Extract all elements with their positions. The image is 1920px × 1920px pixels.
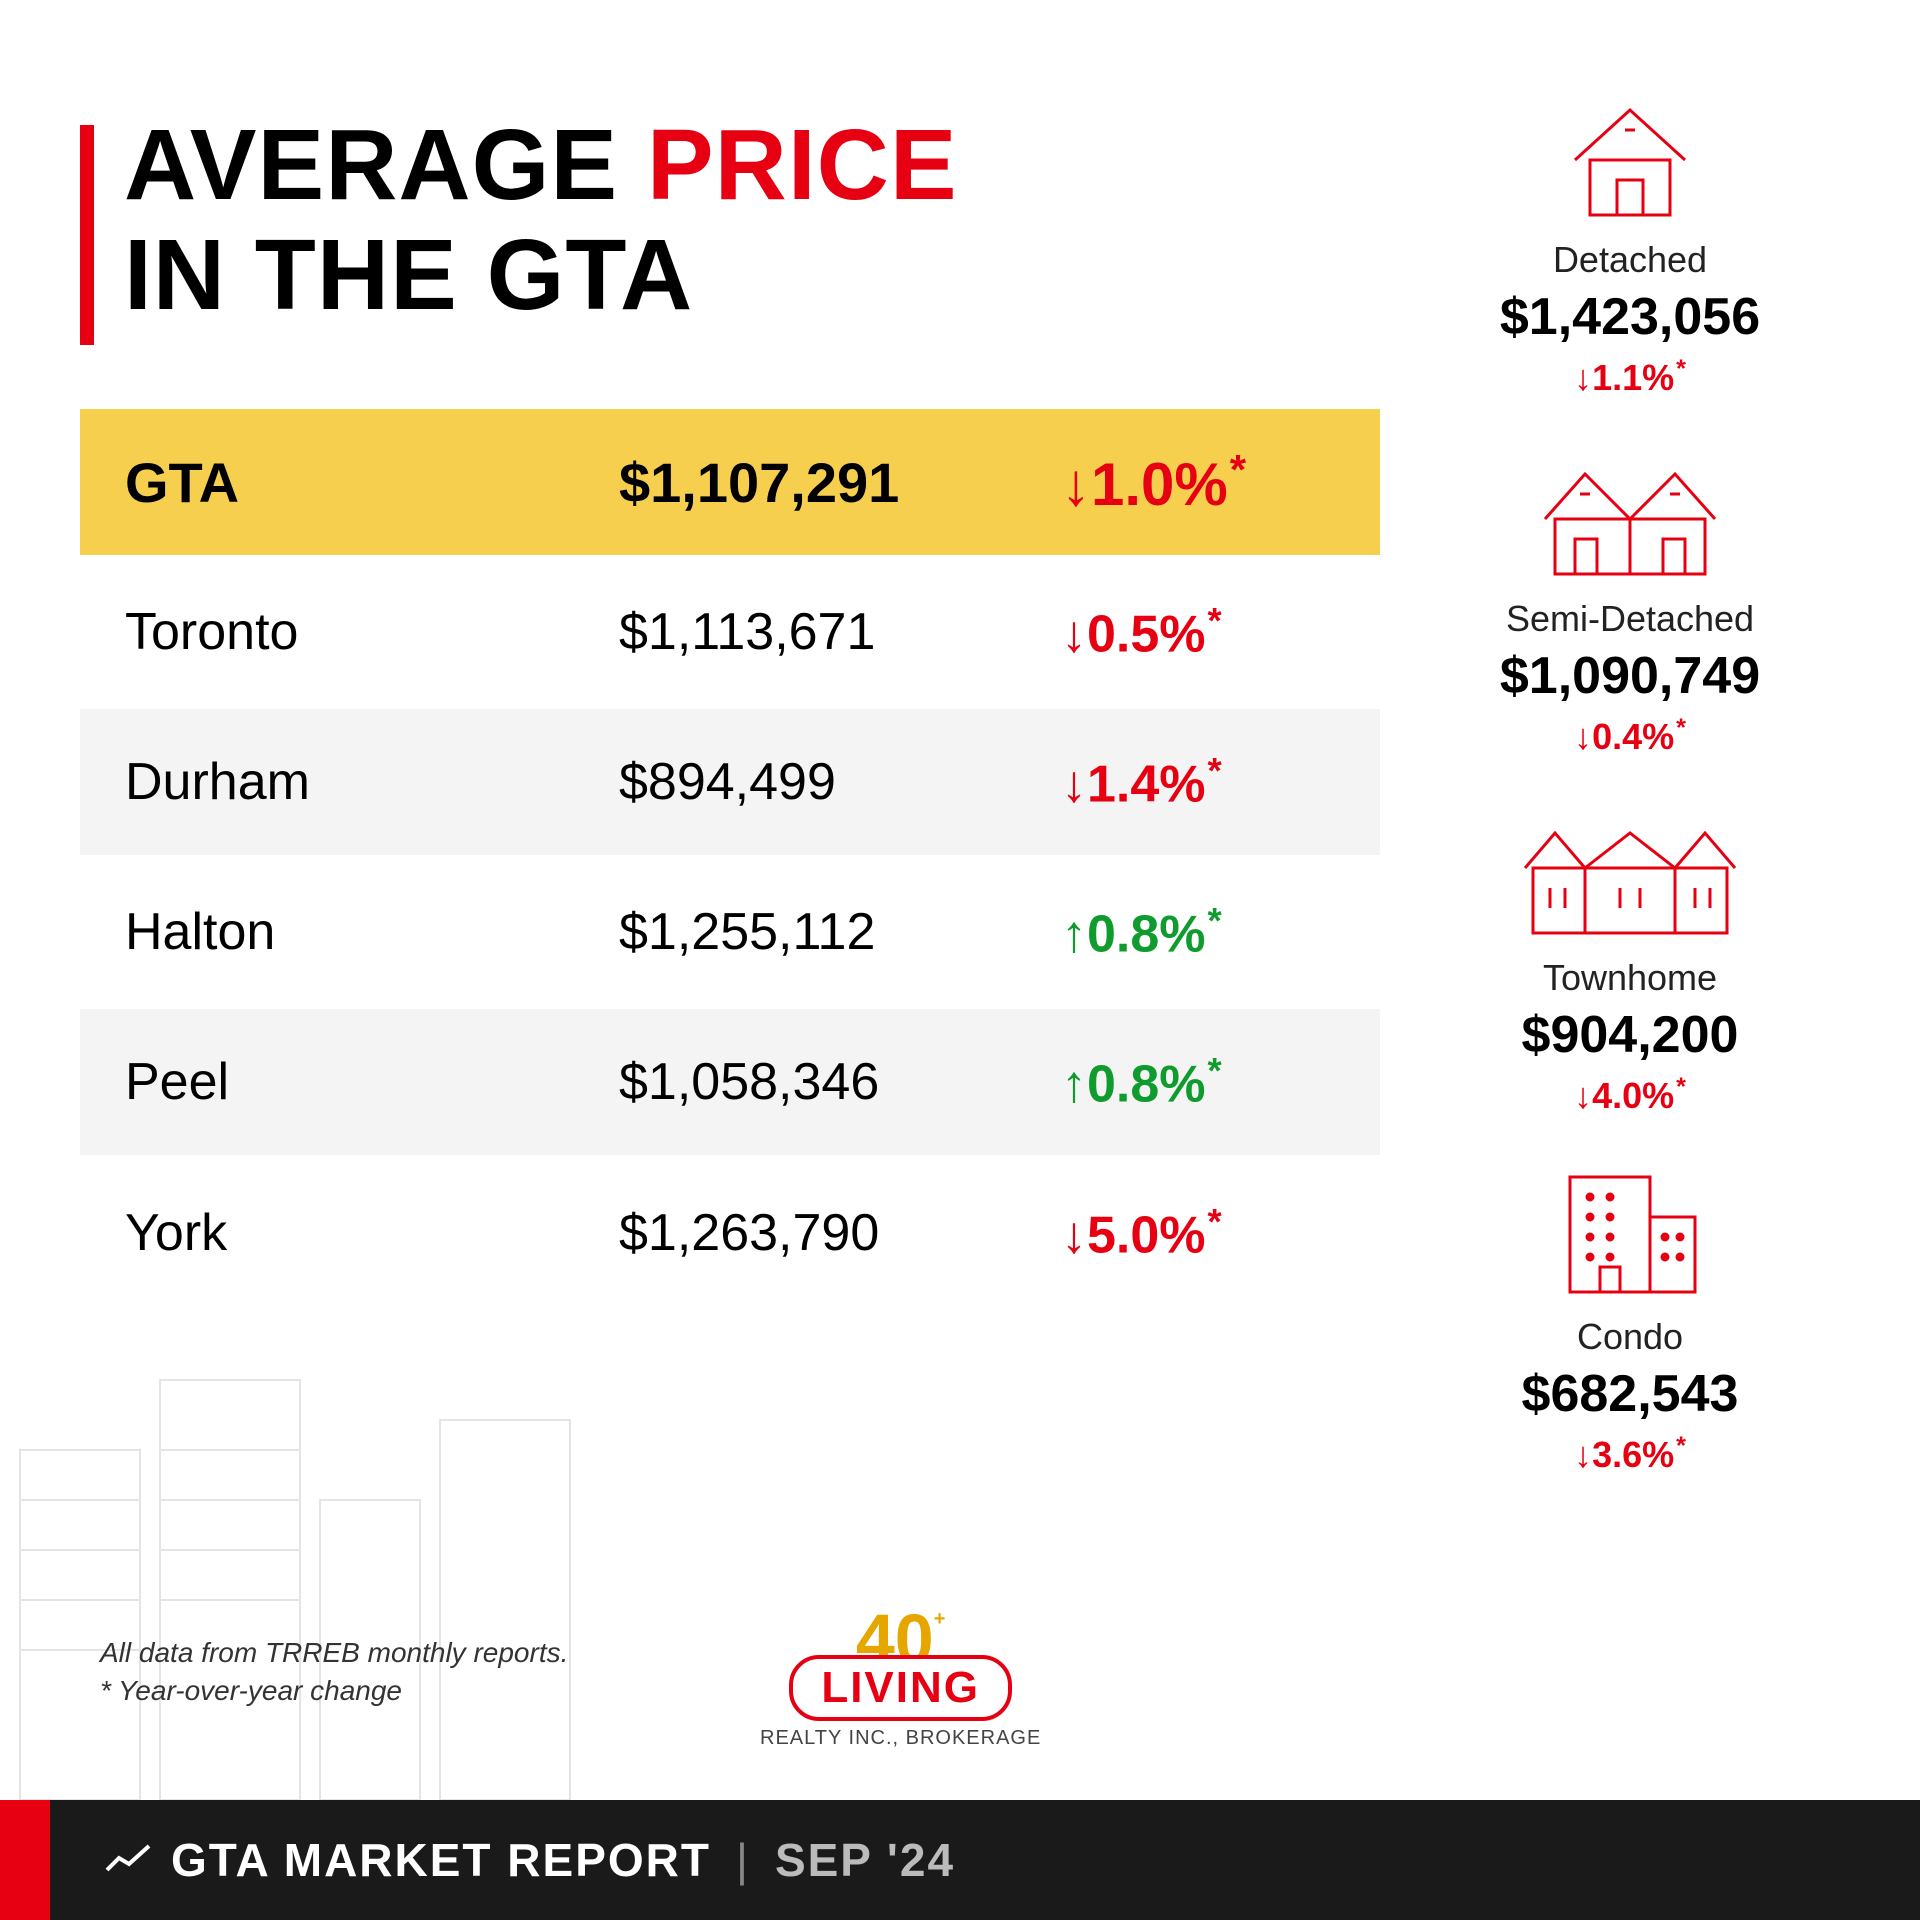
table-row: Durham$894,499↓1.4%* [80,707,1380,857]
main-content: GTA$1,107,291↓1.0%*Toronto$1,113,671↓0.5… [80,405,1840,1476]
footer-title: GTA MARKET REPORT [171,1833,711,1887]
property-type-card: Townhome $904,200 ↓4.0%* [1420,803,1840,1117]
logo-living-box: LIVING [789,1655,1012,1721]
property-type-label: Condo [1420,1316,1840,1358]
change-cell: ↑0.8%* [1016,857,1380,1007]
footnote-line2: * Year-over-year change [100,1672,568,1710]
footnote-line1: All data from TRREB monthly reports. [100,1634,568,1672]
logo-subtext: REALTY INC., BROKERAGE [760,1727,1041,1750]
property-type-change: ↓0.4%* [1420,714,1840,758]
change-cell: ↓0.5%* [1016,557,1380,707]
property-type-card: Condo $682,543 ↓3.6%* [1420,1162,1840,1476]
trend-icon [105,1833,151,1887]
title-line1-pre: AVERAGE [124,109,647,221]
price-cell: $894,499 [574,707,1016,857]
title-line1-accent: PRICE [647,109,958,221]
footnote: All data from TRREB monthly reports. * Y… [100,1634,568,1710]
property-type-card: Semi-Detached $1,090,749 ↓0.4%* [1420,444,1840,758]
table-row: Peel$1,058,346↑0.8%* [80,1007,1380,1157]
property-type-label: Detached [1420,239,1840,281]
region-cell: York [80,1157,574,1307]
region-cell: Peel [80,1007,574,1157]
property-type-column: Detached $1,423,056 ↓1.1%* Semi-Detached $1,… [1420,85,1840,1476]
page-title: AVERAGE PRICE IN THE GTA [124,110,958,330]
logo-living-text: LIVING [821,1663,980,1712]
town-icon [1420,803,1840,943]
region-cell: GTA [80,407,574,557]
price-table-container: GTA$1,107,291↓1.0%*Toronto$1,113,671↓0.5… [80,405,1380,1476]
property-type-price: $904,200 [1420,1005,1840,1065]
property-type-card: Detached $1,423,056 ↓1.1%* [1420,85,1840,399]
change-cell: ↓1.4%* [1016,707,1380,857]
property-type-label: Townhome [1420,957,1840,999]
footer-red-block [0,1800,50,1920]
table-row: Halton$1,255,112↑0.8%* [80,857,1380,1007]
footer-separator: | [736,1833,750,1887]
table-row: Toronto$1,113,671↓0.5%* [80,557,1380,707]
region-cell: Halton [80,857,574,1007]
brand-logo: 40+ LIVING REALTY INC., BROKERAGE [760,1611,1041,1750]
region-cell: Durham [80,707,574,857]
price-cell: $1,255,112 [574,857,1016,1007]
table-row: GTA$1,107,291↓1.0%* [80,407,1380,557]
title-line2: IN THE GTA [124,219,693,331]
property-type-price: $1,090,749 [1420,646,1840,706]
footer-date: SEP '24 [775,1833,955,1887]
property-type-change: ↓1.1%* [1420,355,1840,399]
property-type-label: Semi-Detached [1420,598,1840,640]
footer-bar: GTA MARKET REPORT | SEP '24 [0,1800,1920,1920]
price-table: GTA$1,107,291↓1.0%*Toronto$1,113,671↓0.5… [80,405,1380,1307]
property-type-price: $682,543 [1420,1364,1840,1424]
infographic-page: AVERAGE PRICE IN THE GTA GTA$1,107,291↓1… [0,0,1920,1920]
change-cell: ↓1.0%* [1016,407,1380,557]
property-type-change: ↓4.0%* [1420,1073,1840,1117]
price-cell: $1,107,291 [574,407,1016,557]
property-type-price: $1,423,056 [1420,287,1840,347]
property-type-change: ↓3.6%* [1420,1432,1840,1476]
title-accent-bar [80,125,94,345]
semi-icon [1420,444,1840,584]
price-cell: $1,058,346 [574,1007,1016,1157]
house-icon [1420,85,1840,225]
price-cell: $1,263,790 [574,1157,1016,1307]
change-cell: ↑0.8%* [1016,1007,1380,1157]
price-cell: $1,113,671 [574,557,1016,707]
table-row: York$1,263,790↓5.0%* [80,1157,1380,1307]
condo-icon [1420,1162,1840,1302]
region-cell: Toronto [80,557,574,707]
change-cell: ↓5.0%* [1016,1157,1380,1307]
